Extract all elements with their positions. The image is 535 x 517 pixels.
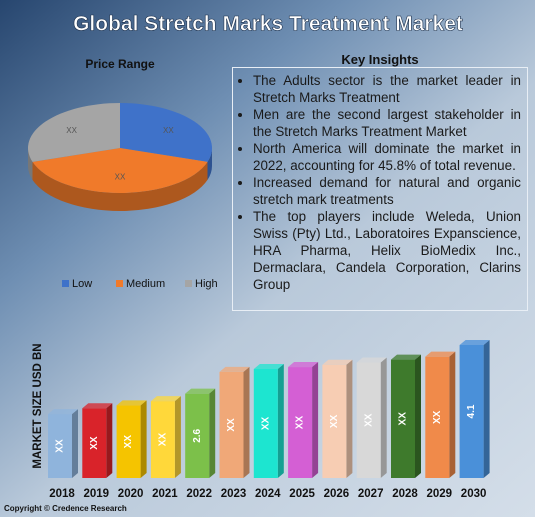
bar-side (243, 366, 250, 478)
bar (253, 369, 278, 478)
legend-label: Medium (126, 278, 165, 290)
x-tick-label: 2027 (358, 488, 384, 500)
pie-slice (32, 148, 208, 193)
bar (150, 401, 175, 478)
bar (425, 356, 450, 478)
pie-side (28, 148, 33, 180)
bar-top (48, 409, 78, 415)
bar-side (346, 359, 353, 478)
bar-side (277, 364, 284, 478)
insight: The Adults sector is the market leader i… (253, 72, 521, 106)
bar-top (459, 340, 490, 345)
legend-swatch (62, 280, 69, 287)
bar-top (253, 364, 284, 370)
bar-side (174, 396, 181, 478)
data-label: XX (363, 413, 374, 427)
bar-top (219, 366, 250, 372)
data-label: XX (260, 417, 271, 431)
legend-swatch (116, 280, 123, 287)
pie-slice (120, 103, 212, 162)
bar-top (288, 362, 319, 368)
x-tick-label: 2021 (152, 488, 178, 500)
data-label: XX (89, 436, 100, 450)
x-tick-label: 2018 (49, 488, 75, 500)
data-label: XX (432, 410, 443, 424)
data-label: 2.6 (192, 428, 203, 442)
bar (185, 393, 210, 478)
data-label: 4.1 (466, 404, 477, 418)
bar-top (391, 354, 421, 360)
bar (322, 364, 347, 478)
x-tick-label: 2026 (324, 488, 350, 500)
insight: North America will dominate the market i… (253, 140, 521, 174)
bar (356, 362, 381, 478)
pie-side (207, 148, 212, 180)
data-label: XX (123, 435, 134, 449)
bar (82, 408, 107, 478)
data-label: XX (226, 418, 237, 432)
bar-top (82, 403, 113, 409)
bar-side (415, 354, 421, 478)
bar-side (449, 351, 456, 478)
x-tick-label: 2029 (427, 488, 453, 500)
bar-side (106, 403, 113, 478)
legend-swatch (185, 280, 192, 287)
bar-top (322, 359, 353, 365)
x-tick-label: 2020 (118, 488, 144, 500)
bar-side (140, 400, 147, 478)
insights-list: The Adults sector is the market leader i… (237, 72, 521, 293)
insight: The top players include Weleda, Union Sw… (253, 208, 521, 293)
x-tick-label: 2030 (461, 488, 487, 500)
data-label: XX (66, 126, 77, 135)
bar-side (483, 340, 490, 478)
legend-label: Low (72, 278, 92, 290)
legend-label: High (195, 278, 218, 290)
insights-box: The Adults sector is the market leader i… (232, 67, 528, 311)
bar-top (356, 357, 387, 363)
x-tick-label: 2028 (392, 488, 418, 500)
bar (288, 367, 313, 478)
bar-top (185, 388, 216, 394)
bar-side (312, 362, 319, 478)
x-tick-label: 2019 (84, 488, 110, 500)
x-tick-label: 2025 (289, 488, 315, 500)
data-label: XX (55, 439, 66, 453)
pie-title: Price Range (85, 57, 155, 71)
x-tick-label: 2022 (186, 488, 212, 500)
x-tick-label: 2024 (255, 488, 281, 500)
bar (459, 345, 484, 478)
bar-top (150, 396, 181, 402)
y-axis-label: MARKET SIZE USD BN (32, 343, 44, 468)
bar (116, 405, 141, 478)
data-label: XX (295, 416, 306, 430)
x-tick-label: 2023 (221, 488, 247, 500)
data-label: XX (398, 412, 409, 426)
data-label: XX (329, 414, 340, 428)
bar (48, 414, 72, 478)
bar-side (209, 388, 216, 478)
insights-title: Key Insights (341, 52, 419, 67)
footer: Copyright © Credence Research (4, 504, 127, 513)
data-label: XX (115, 172, 126, 181)
bar (391, 359, 415, 478)
insight: Increased demand for natural and organic… (253, 174, 521, 208)
bar-top (425, 351, 456, 357)
pie-slice (27, 103, 120, 162)
bar-top (116, 400, 147, 406)
bar (219, 371, 244, 478)
data-label: XX (163, 126, 174, 135)
insight: Men are the second largest stakeholder i… (253, 106, 521, 140)
pie-side (32, 161, 208, 211)
bar-side (72, 409, 78, 478)
bar-side (380, 357, 387, 478)
title: Global Stretch Marks Treatment Market (73, 13, 463, 36)
data-label: XX (158, 433, 169, 447)
